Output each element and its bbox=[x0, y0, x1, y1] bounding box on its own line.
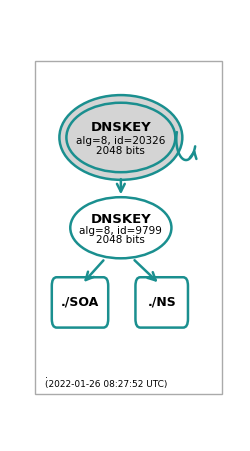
Text: DNSKEY: DNSKEY bbox=[90, 212, 151, 226]
Text: (2022-01-26 08:27:52 UTC): (2022-01-26 08:27:52 UTC) bbox=[45, 380, 167, 389]
Text: 2048 bits: 2048 bits bbox=[96, 235, 145, 245]
FancyBboxPatch shape bbox=[52, 277, 108, 327]
Ellipse shape bbox=[66, 103, 175, 172]
Text: alg=8, id=9799: alg=8, id=9799 bbox=[79, 226, 162, 235]
Text: DNSKEY: DNSKEY bbox=[90, 120, 151, 133]
Text: ./NS: ./NS bbox=[147, 296, 176, 309]
Text: 2048 bits: 2048 bits bbox=[96, 146, 145, 156]
Ellipse shape bbox=[59, 95, 182, 180]
Text: alg=8, id=20326: alg=8, id=20326 bbox=[76, 136, 165, 146]
Ellipse shape bbox=[70, 197, 171, 258]
FancyBboxPatch shape bbox=[135, 277, 187, 327]
Text: ./SOA: ./SOA bbox=[61, 296, 99, 309]
Text: .: . bbox=[45, 370, 48, 380]
